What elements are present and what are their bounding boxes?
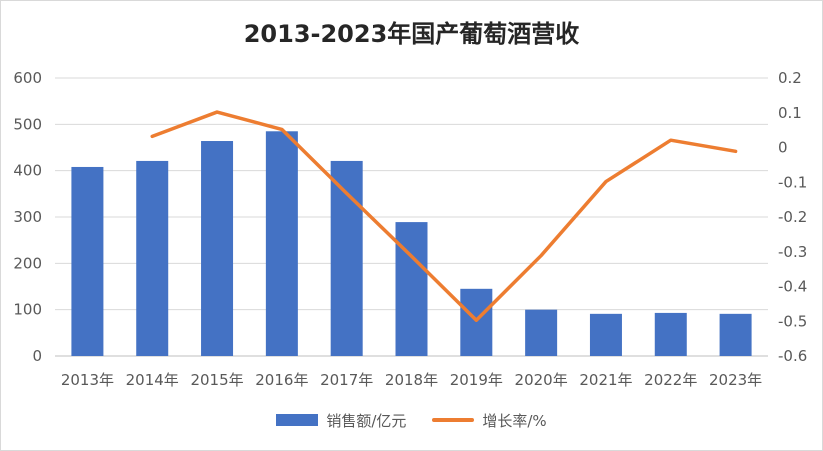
legend-item-sales[interactable]: 销售额/亿元 [276,410,406,431]
x-tick-label: 2021年 [579,371,632,389]
bar-series [71,131,752,356]
x-axis: 2013年 2014年 2015年 2016年 2017年 2018年 2019年 2020年… [61,371,762,389]
bar [589,313,622,356]
growth-point [670,139,672,141]
legend-swatch-bar [276,414,319,426]
x-tick-label: 2015年 [190,371,243,389]
growth-point [735,150,737,152]
x-tick-label: 2020年 [515,371,568,389]
right-tick-label: 0.2 [778,69,802,87]
growth-point [411,255,412,257]
left-tick-label: 500 [13,115,42,133]
x-tick-label: 2018年 [385,371,438,389]
right-tick-label: 0 [778,139,788,157]
x-tick-label: 2013年 [61,371,114,389]
right-axis: -0.6 -0.5 -0.4 -0.3 -0.2 -0.1 0 0.1 0.2 [778,69,807,365]
bar [525,309,558,356]
right-tick-label: -0.4 [778,278,807,296]
left-axis: 0 100 200 300 400 500 600 [13,69,42,365]
growth-line [150,110,738,322]
x-tick-label: 2023年 [709,371,762,389]
growth-point [540,255,542,257]
growth-point [346,192,348,194]
x-tick-label: 2014年 [126,371,179,389]
right-tick-label: -0.1 [778,173,807,191]
bar [719,313,752,356]
right-tick-label: -0.2 [778,208,807,226]
bar [136,160,169,356]
bar [460,288,493,356]
left-tick-label: 400 [13,162,42,180]
x-tick-label: 2022年 [644,371,697,389]
right-tick-label: -0.3 [778,243,807,261]
right-tick-label: 0.1 [778,104,802,122]
left-tick-label: 200 [13,254,42,272]
right-tick-label: -0.5 [778,312,807,330]
growth-point [605,181,607,183]
bar [265,131,298,356]
left-tick-label: 0 [32,347,42,365]
legend-label-growth: 增长率/% [482,411,547,430]
bar [201,141,234,356]
line-series [150,110,738,322]
legend-item-growth[interactable]: 增长率/% [432,410,547,431]
x-tick-label: 2019年 [450,371,503,389]
x-tick-label: 2017年 [320,371,373,389]
left-tick-label: 600 [13,69,42,87]
legend-label-sales: 销售额/亿元 [326,411,407,430]
bar [395,222,428,356]
growth-point [151,135,153,137]
left-tick-label: 300 [13,208,42,226]
x-tick-label: 2016年 [255,371,308,389]
bar [330,160,363,356]
growth-point [475,319,477,321]
growth-point [281,128,283,130]
legend: 销售额/亿元 增长率/% [0,408,823,432]
bar [654,312,687,356]
bar [71,166,104,356]
right-tick-label: -0.6 [778,347,807,365]
chart-title: 2013-2023年国产葡萄酒营收 [243,20,580,48]
left-tick-label: 100 [13,301,42,319]
growth-point [216,111,218,113]
legend-swatch-line [432,418,475,422]
